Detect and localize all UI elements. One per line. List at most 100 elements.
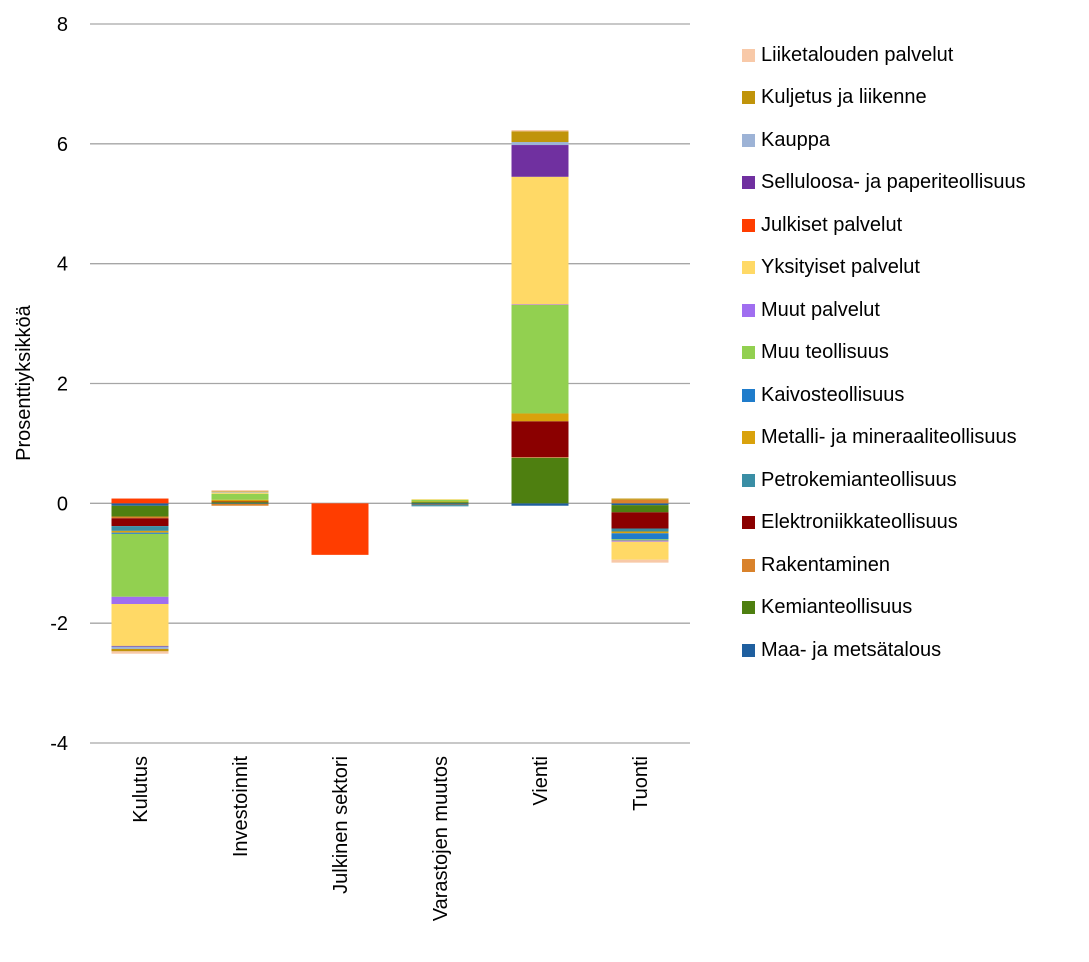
legend-item: Liiketalouden palvelut [742, 34, 1026, 77]
bar-segment [211, 490, 269, 492]
legend-item: Kemianteollisuus [742, 587, 1026, 630]
bar-segment [111, 651, 169, 654]
bar-segment [511, 145, 569, 177]
bar-segment [511, 421, 569, 458]
bar-segment [611, 559, 669, 563]
legend-label: Liiketalouden palvelut [761, 43, 954, 66]
legend-item: Kaivosteollisuus [742, 374, 1026, 417]
legend-item: Metalli- ja mineraaliteollisuus [742, 417, 1026, 460]
bar-segment [411, 499, 469, 502]
legend-item: Kuljetus ja liikenne [742, 77, 1026, 120]
bar-segment [411, 501, 469, 503]
x-tick-label: Varastojen muutos [430, 756, 452, 921]
bar-segment [511, 457, 569, 458]
bar-segment [211, 502, 269, 504]
y-tick-label: 4 [57, 254, 68, 276]
y-tick-label: 6 [57, 134, 68, 156]
bars [111, 130, 669, 654]
legend-label: Maa- ja metsätalous [761, 638, 942, 661]
bar-segment [511, 176, 569, 305]
legend-item: Rakentaminen [742, 544, 1026, 587]
bar-segment [111, 645, 169, 647]
bar-segment [411, 499, 469, 500]
bar-segment [611, 528, 669, 532]
legend-swatch [742, 431, 755, 445]
bar-segment [111, 503, 169, 506]
bar-segment [111, 505, 169, 517]
legend-swatch [742, 133, 755, 147]
y-tick-label: 0 [57, 493, 68, 515]
bar-segment [311, 503, 369, 555]
bar-segment [111, 596, 169, 604]
bar-segment [611, 498, 669, 500]
y-tick-label: 2 [57, 374, 68, 396]
legend-item: Julkiset palvelut [742, 204, 1026, 247]
bar-segment [111, 646, 169, 649]
bar-segment [411, 503, 469, 505]
legend: Liiketalouden palvelut Kuljetus ja liiken… [742, 34, 1026, 672]
bar-segment [211, 499, 269, 502]
legend-label: Kaivosteollisuus [761, 383, 905, 406]
legend-label: Kauppa [761, 128, 830, 151]
bar-segment [111, 648, 169, 652]
bar-segment [111, 518, 169, 527]
bar-segment [211, 491, 269, 493]
legend-item: Kauppa [742, 119, 1026, 162]
bar-segment [211, 493, 269, 500]
legend-swatch [742, 261, 755, 275]
bar-segment [511, 130, 569, 132]
bar-segment [111, 516, 169, 519]
bar-segment [611, 533, 669, 540]
x-tick-labels: Kulutus Investoinnit Julkinen sektori Varas… [130, 756, 652, 922]
legend-label: Metalli- ja mineraaliteollisuus [761, 426, 1017, 449]
legend-swatch [742, 176, 755, 190]
legend-swatch [742, 558, 755, 572]
bar-segment [611, 541, 669, 560]
legend-item: Muut palvelut [742, 289, 1026, 332]
legend-swatch [742, 91, 755, 105]
bar-segment [411, 505, 469, 507]
legend-swatch [742, 473, 755, 487]
bar-segment [611, 512, 669, 529]
y-tick-label: -4 [50, 733, 68, 755]
legend-label: Julkiset palvelut [761, 213, 903, 236]
legend-swatch [742, 48, 755, 62]
bar-segment [511, 305, 569, 414]
bar-segment [111, 498, 169, 504]
bar-segment [111, 526, 169, 531]
bar-segment [211, 501, 269, 503]
bar-segment [611, 503, 669, 506]
x-tick-label: Kulutus [130, 756, 152, 823]
bar-segment [611, 539, 669, 541]
bar-segment [511, 413, 569, 422]
bar-segment [411, 502, 469, 504]
bar-segment [111, 603, 169, 646]
legend-item: Elektroniikkateollisuus [742, 502, 1026, 545]
bar-segment [211, 503, 269, 504]
bar-segment [611, 540, 669, 542]
legend-item: Petrokemianteollisuus [742, 459, 1026, 502]
y-tick-label: -2 [50, 613, 68, 635]
bar-segment [111, 530, 169, 533]
bar-segment [211, 503, 269, 506]
bar-segment [211, 492, 269, 494]
x-tick-label: Vienti [530, 756, 552, 806]
legend-swatch [742, 388, 755, 402]
legend-label: Selluloosa- ja paperiteollisuus [761, 171, 1026, 194]
legend-swatch [742, 516, 755, 530]
bar-segment [111, 532, 169, 534]
legend-item: Selluloosa- ja paperiteollisuus [742, 162, 1026, 205]
legend-label: Muut palvelut [761, 298, 880, 321]
x-tick-label: Investoinnit [230, 756, 252, 858]
legend-swatch [742, 303, 755, 317]
legend-swatch [742, 218, 755, 232]
legend-swatch [742, 346, 755, 360]
bar-segment [511, 457, 569, 504]
bar-segment [511, 131, 569, 143]
y-axis-label: Prosenttiyksikköä [13, 304, 35, 460]
gridlines [90, 23, 690, 744]
bar-segment [611, 531, 669, 534]
y-tick-label: 8 [57, 14, 68, 36]
legend-label: Yksityiset palvelut [761, 256, 920, 279]
